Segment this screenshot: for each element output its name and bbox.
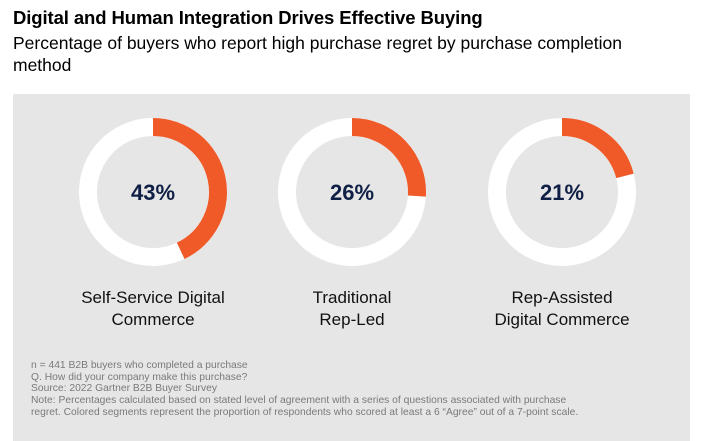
chart-panel: 43% 26% 21% Self-Service Digital Commerce … [13,94,690,441]
footnotes: n = 441 B2B buyers who completed a purch… [31,360,681,419]
donut-label-traditional: Traditional Rep-Led [252,287,452,331]
page-title: Digital and Human Integration Drives Eff… [13,7,483,28]
donut-segment-rep-assisted [561,118,634,179]
donut-label-rep-assisted: Rep-Assisted Digital Commerce [462,287,662,331]
donut-label-line: Rep-Assisted [511,288,613,307]
footnote-question: Q. How did your company make this purcha… [31,371,248,383]
footnote-note-continued: regret. Colored segments represent the p… [31,406,579,418]
donut-label-line: Rep-Led [319,310,385,329]
donut-label-line: Digital Commerce [494,310,630,329]
donut-segment-traditional [351,118,426,197]
footnote-note: Note: Percentages calculated based on st… [31,395,567,407]
donut-label-line: Traditional [312,288,392,307]
donut-value-rep-assisted: 21% [540,180,584,205]
donut-label-line: Commerce [111,310,195,329]
page-subtitle: Percentage of buyers who report high pur… [13,33,622,75]
donut-label-self-service: Self-Service Digital Commerce [53,287,253,331]
footnote-source: Source: 2022 Gartner B2B Buyer Survey [31,383,218,395]
donut-label-line: Self-Service Digital [81,288,225,307]
donut-value-self-service: 43% [131,180,175,205]
donut-segment-self-service [152,118,227,259]
donut-charts: 43% 26% 21% [79,118,636,266]
footnote-sample: n = 441 B2B buyers who completed a purch… [31,360,248,371]
donut-value-traditional: 26% [330,180,374,205]
